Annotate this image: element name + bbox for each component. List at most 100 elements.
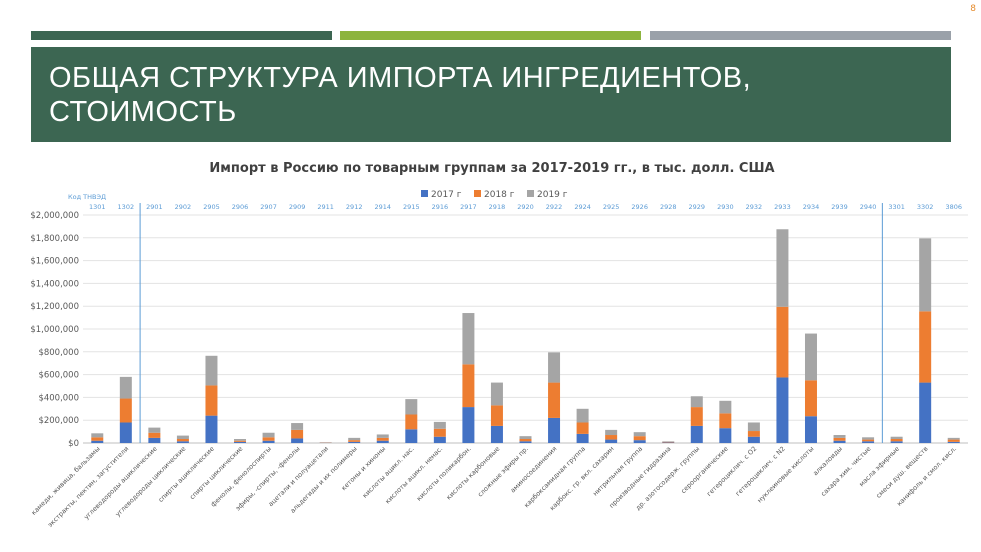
code-label: 2905 [203,203,220,211]
title-banner: ОБЩАЯ СТРУКТУРА ИМПОРТА ИНГРЕДИЕНТОВ, СТ… [31,47,951,142]
bar-segment [405,414,418,430]
code-label: 2933 [774,203,791,211]
bar-segment [690,407,703,426]
category-label: спирты ациклические [157,445,216,504]
accent-strip-gray [650,31,951,40]
category-label: гетероциклич. с O2 [705,445,758,498]
bar-segment [890,441,903,443]
bar-segment [919,382,932,443]
legend-swatch [474,190,481,197]
code-label: 2925 [603,203,620,211]
bar-segment [890,439,903,442]
y-tick-label: $1,600,000 [30,257,79,267]
bar-segment [176,441,189,443]
bar-segment [804,416,817,443]
code-label: 2918 [489,203,506,211]
bar-segment [919,311,932,383]
code-label: 2911 [317,203,334,211]
bar-segment [862,439,875,442]
bar-segment [148,427,161,433]
bar-segment [490,405,503,426]
bar-segment [490,382,503,406]
slide-title: ОБЩАЯ СТРУКТУРА ИМПОРТА ИНГРЕДИЕНТОВ, СТ… [49,62,752,128]
bar-segment [519,439,532,442]
bar-segment [348,440,361,442]
bar-segment [91,437,104,441]
code-label: 2922 [546,203,563,211]
bar-segment [234,440,247,442]
code-label: 2928 [660,203,677,211]
bar-segment [776,229,789,307]
code-label: 2940 [860,203,877,211]
bar-segment [405,429,418,443]
bar-segment [633,436,646,441]
code-label: 2906 [232,203,249,211]
bar-segment [376,440,389,443]
code-label: 2917 [460,203,477,211]
bar-segment [662,442,675,443]
bar-segment [234,441,247,443]
bar-segment [947,439,960,442]
category-label: кислоты поликарбон. [415,445,473,503]
bar-segment [119,398,132,423]
legend-swatch [421,190,428,197]
bar-segment [605,439,618,443]
bar-segment [833,437,846,441]
code-label: 3302 [917,203,934,211]
category-label: кислоты ацикл. нас. [361,445,416,500]
bar-segment [633,432,646,437]
accent-strip-green-dark [31,31,332,40]
category-label: спирты циклические [188,445,244,501]
code-label: 2920 [517,203,534,211]
bar-segment [433,421,446,429]
bar-segment [862,437,875,440]
bar-segment [519,441,532,443]
bar-segment [890,436,903,440]
category-label: смеси душ. веществ [875,445,930,500]
bar-segment [262,432,275,438]
bar-segment [291,423,304,430]
bar-segment [833,440,846,443]
code-label: 2915 [403,203,420,211]
bar-segment [662,441,675,442]
bar-segment [119,376,132,399]
category-label: гетероциклич. с N2 [734,445,787,498]
bar-segment [747,422,760,432]
chart-title: Импорт в Россию по товарным группам за 2… [209,161,774,176]
bar-segment [804,380,817,417]
bar-segment [119,422,132,443]
category-label: канифоль и смол. кисл. [895,445,958,508]
code-label: 2901 [146,203,163,211]
code-label: 2902 [175,203,192,211]
bar-segment [747,431,760,437]
bar-segment [91,433,104,438]
bar-segment [804,333,817,381]
bar-segment [605,435,618,440]
y-tick-label: $1,800,000 [30,234,79,244]
bar-segment [719,413,732,429]
category-label: кислоты карбоновые [445,445,502,502]
page-number: 8 [970,4,976,14]
code-label: 2930 [717,203,734,211]
category-label: сложные эфиры пр. [476,445,530,499]
bar-segment [405,399,418,415]
bar-segment [148,432,161,438]
bar-segment [662,441,675,443]
bar-segment [291,438,304,443]
category-label: нуклеиновые кислоты [756,445,816,505]
bar-segment [376,437,389,441]
bar-segment [348,441,361,443]
code-label: 2912 [346,203,363,211]
bar-segment [690,425,703,443]
bar-segment [205,355,218,386]
bar-segment [376,434,389,438]
bar-segment [176,435,189,440]
bar-segment [719,400,732,414]
bar-segment [776,377,789,443]
legend-swatch [527,190,534,197]
bar-segment [633,440,646,443]
code-label: 2909 [289,203,306,211]
y-tick-label: $0 [68,439,79,449]
code-label: 2914 [374,203,391,211]
